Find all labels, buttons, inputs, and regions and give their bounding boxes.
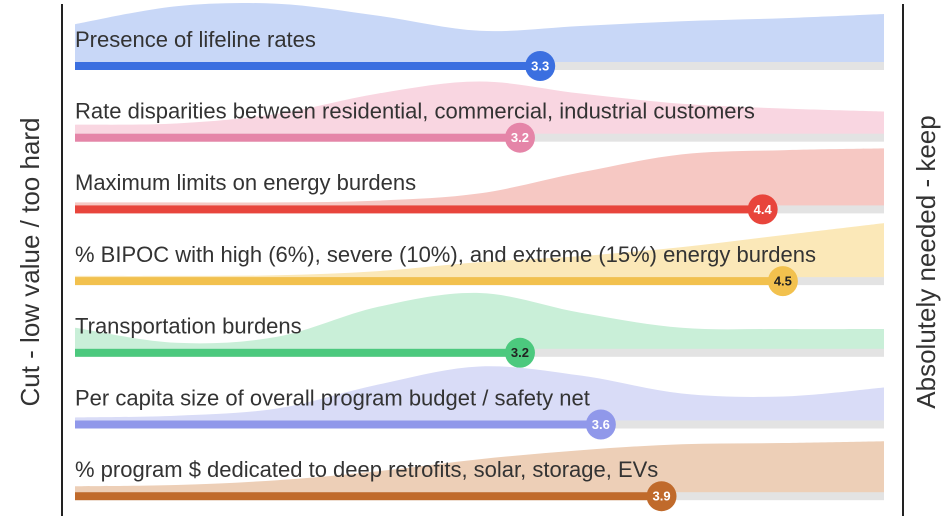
bar [75, 133, 520, 142]
item-label: Maximum limits on energy burdens [75, 170, 416, 195]
y2-axis-label: Absolutely needed - keep [911, 115, 941, 408]
score-bubble [767, 266, 798, 297]
bar [75, 205, 763, 214]
score-bubble [646, 481, 677, 512]
distribution-area [75, 292, 884, 353]
bar [75, 348, 520, 357]
score-bubble [504, 122, 535, 153]
score-label: 3.6 [592, 417, 610, 432]
item-label: % program $ dedicated to deep retrofits,… [75, 457, 658, 482]
score-label: 3.2 [511, 345, 529, 360]
distribution-area [75, 366, 884, 425]
score-bubble [525, 51, 556, 81]
score-label: 3.9 [652, 489, 670, 504]
item-label: Transportation burdens [75, 314, 302, 339]
bar [75, 62, 541, 70]
score-bubble [504, 337, 535, 368]
bar [75, 420, 601, 429]
score-label: 3.2 [511, 130, 529, 145]
distribution-area [75, 81, 884, 138]
distribution-area [75, 441, 884, 497]
item-label: Presence of lifeline rates [75, 27, 316, 52]
score-label: 4.5 [774, 274, 792, 289]
item-label: Rate disparities between residential, co… [75, 99, 755, 124]
distribution-area [75, 2, 884, 67]
score-bubble [585, 409, 616, 440]
score-label: 3.3 [531, 58, 549, 73]
distribution-area [75, 148, 884, 210]
item-label: % BIPOC with high (6%), severe (10%), an… [75, 242, 816, 267]
score-label: 4.4 [754, 202, 773, 217]
item-label: Per capita size of overall program budge… [75, 385, 590, 410]
bar [75, 492, 662, 501]
distribution-area [75, 223, 884, 282]
y-axis-label: Cut - low value / too hard [15, 117, 45, 406]
bar [75, 277, 783, 286]
score-bubble [747, 194, 778, 225]
